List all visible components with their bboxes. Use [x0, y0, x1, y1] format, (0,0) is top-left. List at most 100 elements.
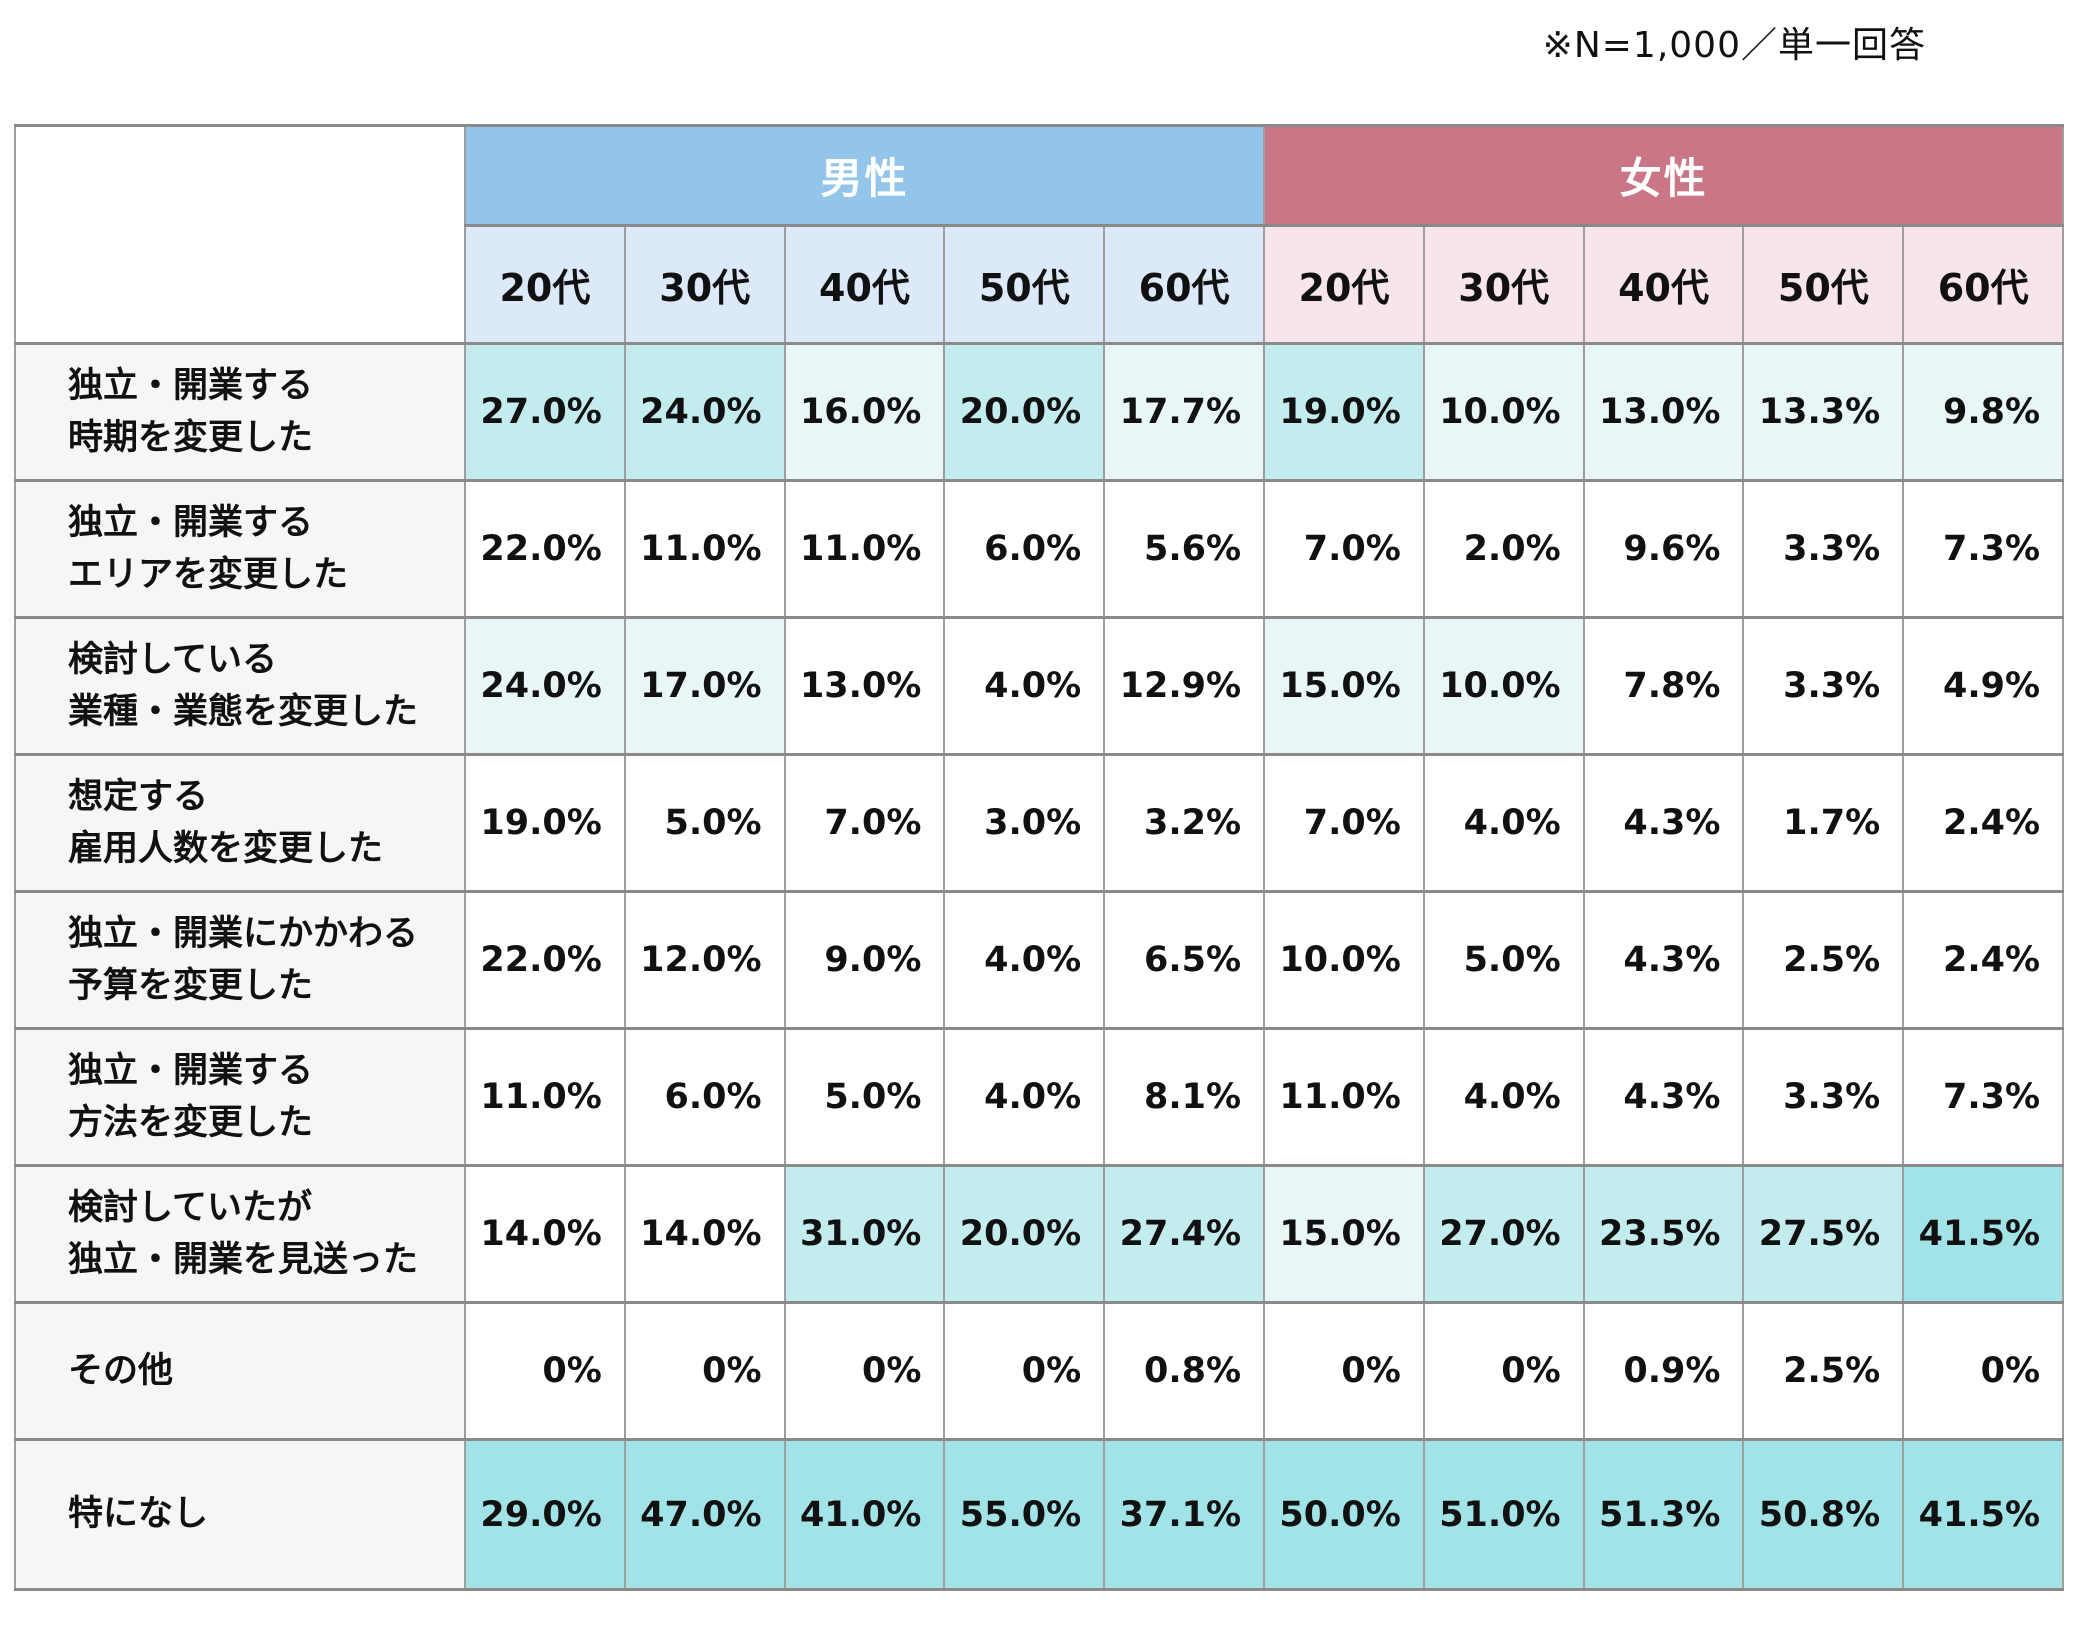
value-cell: 1.7%: [1742, 753, 1905, 893]
row-label: 独立・開業にかかわる 予算を変更した: [14, 890, 466, 1030]
value-cell: 4.0%: [943, 616, 1106, 756]
female-group-header: 女性: [1263, 124, 2065, 227]
value-cell: 12.0%: [623, 890, 786, 1030]
value-cell: 9.8%: [1902, 342, 2065, 482]
age-header-male-40代: 40代: [783, 224, 946, 345]
age-header-male-20代: 20代: [464, 224, 626, 345]
value-cell: 0%: [1902, 1301, 2065, 1441]
value-cell: 3.3%: [1742, 479, 1905, 619]
value-cell: 27.5%: [1742, 1164, 1905, 1304]
row-label: 検討している 業種・業態を変更した: [14, 616, 466, 756]
age-header-female-60代: 60代: [1902, 224, 2065, 345]
value-cell: 0%: [943, 1301, 1106, 1441]
value-cell: 37.1%: [1103, 1438, 1266, 1591]
value-cell: 22.0%: [464, 890, 626, 1030]
value-cell: 0.9%: [1582, 1301, 1745, 1441]
value-cell: 10.0%: [1422, 616, 1585, 756]
row-label: 独立・開業する 時期を変更した: [14, 342, 466, 482]
value-cell: 47.0%: [623, 1438, 786, 1591]
age-header-male-60代: 60代: [1103, 224, 1266, 345]
value-cell: 4.0%: [943, 1027, 1106, 1167]
value-cell: 13.0%: [1582, 342, 1745, 482]
age-header-female-30代: 30代: [1422, 224, 1585, 345]
value-cell: 4.9%: [1902, 616, 2065, 756]
value-cell: 14.0%: [623, 1164, 786, 1304]
value-cell: 9.0%: [783, 890, 946, 1030]
value-cell: 24.0%: [464, 616, 626, 756]
value-cell: 17.7%: [1103, 342, 1266, 482]
table-row: 独立・開業する 方法を変更した 11.0% 6.0% 5.0% 4.0% 8.1% 11.0%…: [14, 1027, 2065, 1167]
survey-table: 男性 女性 20代 30代 40代 50代 60代 20代 30代 40代 50代 60代 独立・…: [14, 124, 2065, 1591]
row-label: 独立・開業する エリアを変更した: [14, 479, 466, 619]
value-cell: 12.9%: [1103, 616, 1266, 756]
value-cell: 19.0%: [1263, 342, 1425, 482]
value-cell: 11.0%: [464, 1027, 626, 1167]
value-cell: 10.0%: [1263, 890, 1425, 1030]
value-cell: 5.6%: [1103, 479, 1266, 619]
value-cell: 20.0%: [943, 1164, 1106, 1304]
corner-cell: [14, 124, 466, 345]
value-cell: 41.0%: [783, 1438, 946, 1591]
value-cell: 0.8%: [1103, 1301, 1266, 1441]
value-cell: 50.0%: [1263, 1438, 1425, 1591]
table-row: その他 0% 0% 0% 0% 0.8% 0% 0% 0.9% 2.5% 0%: [14, 1301, 2065, 1441]
value-cell: 2.0%: [1422, 479, 1585, 619]
row-label: 特になし: [14, 1438, 466, 1591]
row-label: 検討していたが 独立・開業を見送った: [14, 1164, 466, 1304]
value-cell: 2.4%: [1902, 753, 2065, 893]
value-cell: 3.2%: [1103, 753, 1266, 893]
value-cell: 0%: [1422, 1301, 1585, 1441]
value-cell: 3.3%: [1742, 616, 1905, 756]
value-cell: 13.3%: [1742, 342, 1905, 482]
value-cell: 19.0%: [464, 753, 626, 893]
value-cell: 9.6%: [1582, 479, 1745, 619]
value-cell: 14.0%: [464, 1164, 626, 1304]
male-group-header: 男性: [463, 124, 1266, 227]
age-header-male-30代: 30代: [623, 224, 786, 345]
value-cell: 6.5%: [1103, 890, 1266, 1030]
value-cell: 5.0%: [783, 1027, 946, 1167]
value-cell: 16.0%: [783, 342, 946, 482]
value-cell: 51.0%: [1422, 1438, 1585, 1591]
value-cell: 24.0%: [623, 342, 786, 482]
table-row: 想定する 雇用人数を変更した 19.0% 5.0% 7.0% 3.0% 3.2% 7.0% 4.…: [14, 753, 2065, 893]
value-cell: 11.0%: [783, 479, 946, 619]
row-label: その他: [14, 1301, 466, 1441]
value-cell: 13.0%: [783, 616, 946, 756]
value-cell: 7.3%: [1902, 1027, 2065, 1167]
value-cell: 4.3%: [1582, 753, 1745, 893]
value-cell: 5.0%: [1422, 890, 1585, 1030]
row-label: 想定する 雇用人数を変更した: [14, 753, 466, 893]
value-cell: 7.0%: [1263, 479, 1425, 619]
value-cell: 15.0%: [1263, 1164, 1425, 1304]
value-cell: 4.3%: [1582, 1027, 1745, 1167]
row-label: 独立・開業する 方法を変更した: [14, 1027, 466, 1167]
age-header-female-50代: 50代: [1742, 224, 1905, 345]
value-cell: 11.0%: [623, 479, 786, 619]
value-cell: 41.5%: [1902, 1164, 2065, 1304]
value-cell: 2.4%: [1902, 890, 2065, 1030]
value-cell: 10.0%: [1422, 342, 1585, 482]
value-cell: 3.3%: [1742, 1027, 1905, 1167]
table-row: 独立・開業する 時期を変更した 27.0% 24.0% 16.0% 20.0% 17.7% 1…: [14, 342, 2065, 482]
value-cell: 22.0%: [464, 479, 626, 619]
value-cell: 27.4%: [1103, 1164, 1266, 1304]
value-cell: 0%: [623, 1301, 786, 1441]
value-cell: 23.5%: [1582, 1164, 1745, 1304]
table-row: 検討していたが 独立・開業を見送った 14.0% 14.0% 31.0% 20.0% 27.…: [14, 1164, 2065, 1304]
value-cell: 7.0%: [1263, 753, 1425, 893]
value-cell: 31.0%: [783, 1164, 946, 1304]
value-cell: 6.0%: [623, 1027, 786, 1167]
sample-note: ※N=1,000／単一回答: [1542, 25, 1926, 66]
value-cell: 3.0%: [943, 753, 1106, 893]
value-cell: 20.0%: [943, 342, 1106, 482]
value-cell: 27.0%: [464, 342, 626, 482]
value-cell: 7.3%: [1902, 479, 2065, 619]
value-cell: 2.5%: [1742, 890, 1905, 1030]
value-cell: 0%: [464, 1301, 626, 1441]
value-cell: 8.1%: [1103, 1027, 1266, 1167]
value-cell: 51.3%: [1582, 1438, 1745, 1591]
value-cell: 6.0%: [943, 479, 1106, 619]
value-cell: 15.0%: [1263, 616, 1425, 756]
value-cell: 0%: [783, 1301, 946, 1441]
